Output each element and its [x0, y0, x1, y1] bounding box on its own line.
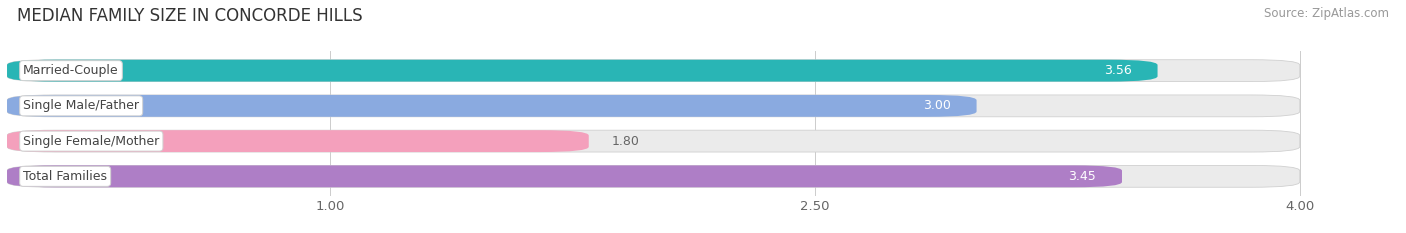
Text: 1.80: 1.80: [612, 135, 640, 148]
Text: Single Female/Mother: Single Female/Mother: [22, 135, 159, 148]
FancyBboxPatch shape: [7, 60, 1299, 82]
Text: 3.56: 3.56: [1104, 64, 1132, 77]
Text: Married-Couple: Married-Couple: [22, 64, 120, 77]
FancyBboxPatch shape: [7, 60, 1157, 82]
Text: MEDIAN FAMILY SIZE IN CONCORDE HILLS: MEDIAN FAMILY SIZE IN CONCORDE HILLS: [17, 7, 363, 25]
Text: Total Families: Total Families: [22, 170, 107, 183]
FancyBboxPatch shape: [7, 130, 589, 152]
Text: 3.45: 3.45: [1069, 170, 1097, 183]
FancyBboxPatch shape: [7, 95, 1299, 117]
FancyBboxPatch shape: [7, 165, 1122, 187]
Text: Single Male/Father: Single Male/Father: [22, 99, 139, 112]
FancyBboxPatch shape: [7, 165, 1299, 187]
Text: 3.00: 3.00: [922, 99, 950, 112]
FancyBboxPatch shape: [7, 95, 977, 117]
Text: Source: ZipAtlas.com: Source: ZipAtlas.com: [1264, 7, 1389, 20]
FancyBboxPatch shape: [7, 130, 1299, 152]
